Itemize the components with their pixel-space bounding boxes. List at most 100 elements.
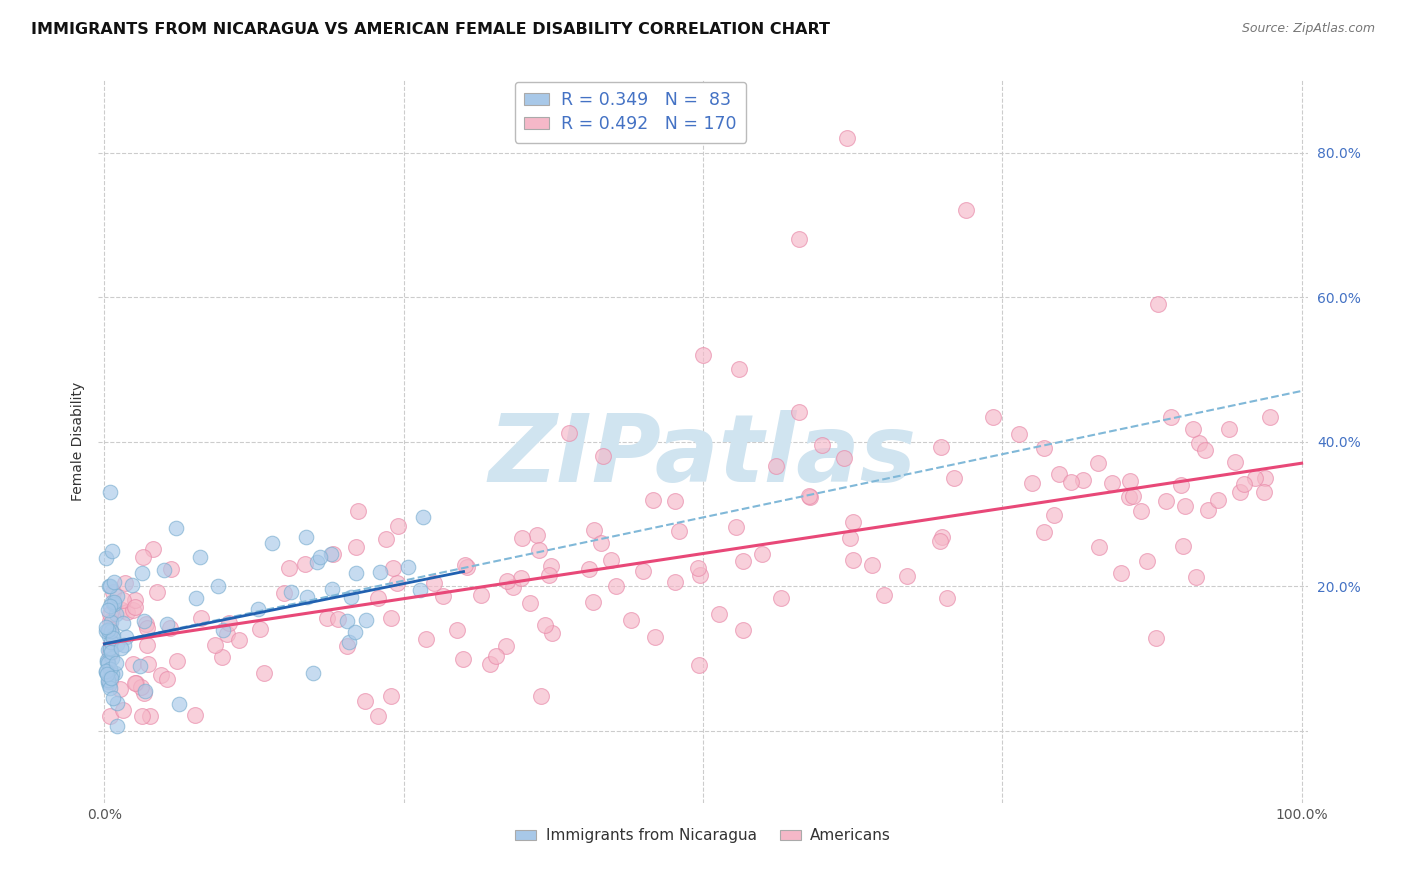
Point bbox=[122, 657, 145, 671]
Point bbox=[446, 623, 468, 637]
Point bbox=[751, 547, 773, 561]
Point bbox=[121, 578, 143, 592]
Point bbox=[387, 518, 409, 533]
Point bbox=[100, 614, 122, 628]
Point bbox=[112, 638, 135, 652]
Point bbox=[100, 485, 122, 500]
Point bbox=[1223, 455, 1246, 469]
Point bbox=[707, 607, 730, 621]
Point bbox=[367, 591, 389, 606]
Point bbox=[382, 561, 405, 575]
Point bbox=[104, 665, 127, 680]
Point bbox=[249, 622, 271, 636]
Point bbox=[131, 566, 153, 580]
Point bbox=[340, 590, 363, 604]
Point bbox=[328, 612, 350, 626]
Point bbox=[1185, 570, 1208, 584]
Point bbox=[1129, 504, 1152, 518]
Point bbox=[1047, 467, 1070, 482]
Point bbox=[101, 595, 124, 609]
Point bbox=[295, 530, 318, 544]
Point bbox=[100, 667, 122, 681]
Point bbox=[485, 648, 508, 663]
Point bbox=[929, 440, 952, 454]
Point bbox=[842, 515, 865, 529]
Point bbox=[1182, 422, 1205, 436]
Point bbox=[100, 673, 122, 688]
Point bbox=[105, 637, 128, 651]
Point bbox=[129, 680, 152, 694]
Point bbox=[725, 520, 748, 534]
Point bbox=[105, 589, 128, 603]
Point bbox=[1122, 489, 1144, 503]
Point bbox=[146, 584, 169, 599]
Point bbox=[100, 615, 122, 630]
Text: Source: ZipAtlas.com: Source: ZipAtlas.com bbox=[1241, 22, 1375, 36]
Point bbox=[136, 657, 159, 671]
Point bbox=[97, 673, 120, 688]
Point bbox=[336, 640, 359, 654]
Point bbox=[1144, 631, 1167, 645]
Point bbox=[142, 541, 165, 556]
Point bbox=[367, 709, 389, 723]
Point bbox=[537, 567, 560, 582]
Point bbox=[510, 571, 533, 585]
Point bbox=[100, 671, 122, 685]
Point bbox=[664, 574, 686, 589]
Point bbox=[412, 509, 434, 524]
Point bbox=[121, 602, 143, 616]
Point bbox=[470, 588, 492, 602]
Point bbox=[124, 599, 146, 614]
Point bbox=[728, 362, 751, 376]
Point bbox=[117, 605, 139, 619]
Point bbox=[153, 563, 176, 577]
Point bbox=[100, 650, 122, 665]
Point bbox=[1253, 485, 1275, 500]
Point bbox=[103, 691, 125, 706]
Point bbox=[101, 544, 124, 558]
Point bbox=[114, 576, 136, 591]
Point bbox=[787, 232, 810, 246]
Point bbox=[98, 579, 121, 593]
Point bbox=[668, 524, 690, 538]
Point bbox=[582, 595, 605, 609]
Point bbox=[929, 533, 952, 548]
Point bbox=[733, 554, 755, 568]
Point bbox=[502, 580, 524, 594]
Point bbox=[526, 528, 548, 542]
Point bbox=[541, 626, 564, 640]
Point bbox=[94, 551, 117, 566]
Point bbox=[98, 642, 121, 657]
Point bbox=[842, 553, 865, 567]
Point bbox=[110, 603, 132, 617]
Point bbox=[131, 709, 153, 723]
Point bbox=[159, 621, 181, 635]
Point bbox=[354, 694, 377, 708]
Point bbox=[105, 696, 128, 710]
Point bbox=[347, 504, 370, 518]
Point bbox=[1033, 525, 1056, 540]
Point bbox=[218, 616, 240, 631]
Point bbox=[432, 589, 454, 603]
Point bbox=[103, 631, 125, 645]
Point bbox=[589, 536, 612, 550]
Point bbox=[190, 611, 212, 625]
Point bbox=[104, 607, 127, 621]
Point bbox=[135, 638, 157, 652]
Point bbox=[94, 620, 117, 634]
Point bbox=[1147, 297, 1170, 311]
Point bbox=[1111, 566, 1133, 580]
Point bbox=[1254, 470, 1277, 484]
Point bbox=[100, 645, 122, 659]
Point bbox=[354, 614, 377, 628]
Point bbox=[280, 585, 302, 599]
Point bbox=[204, 638, 226, 652]
Point bbox=[1244, 471, 1267, 485]
Point bbox=[1233, 477, 1256, 491]
Point bbox=[692, 348, 714, 362]
Point bbox=[105, 656, 128, 670]
Point bbox=[1136, 554, 1159, 568]
Point bbox=[96, 655, 118, 669]
Point bbox=[98, 629, 121, 643]
Point bbox=[620, 613, 643, 627]
